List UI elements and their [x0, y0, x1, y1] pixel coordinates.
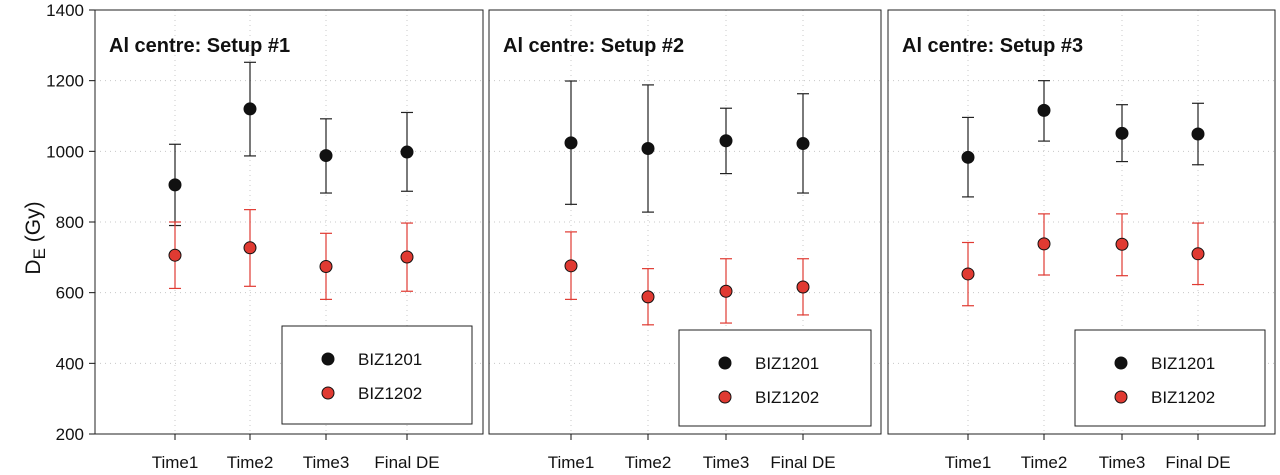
data-point — [400, 145, 414, 159]
y-tick-label: 800 — [56, 213, 84, 232]
x-tick-label: Final DE — [1165, 453, 1230, 472]
series-BIZ1201 — [168, 61, 414, 227]
data-point — [961, 150, 975, 164]
data-point — [796, 280, 810, 294]
y-tick-label: 1400 — [46, 1, 84, 20]
data-point — [796, 137, 810, 151]
panel-frame — [94, 9, 484, 435]
y-axis: 200 400 600 800 1000 1200 1400 — [46, 1, 95, 444]
y-tick-label: 200 — [56, 425, 84, 444]
panel-frame — [887, 9, 1276, 435]
data-point — [319, 149, 333, 163]
legend-marker — [718, 356, 732, 370]
x-tick-label: Time1 — [152, 453, 199, 472]
panel-1: Al centre: Setup #1 Time1 Time2 Time3 Final … — [94, 9, 484, 472]
x-tick-label: Time2 — [227, 453, 274, 472]
data-point — [168, 178, 182, 192]
y-axis-label-unit: (Gy) — [22, 201, 45, 248]
panel-3: Al centre: Setup #3 Time1 Time2 Time3 Final … — [887, 9, 1276, 472]
x-tick-label: Time3 — [303, 453, 350, 472]
data-point — [319, 260, 333, 274]
legend-label: BIZ1201 — [358, 350, 422, 369]
x-tick-label: Time1 — [945, 453, 992, 472]
y-axis-label-main: D — [22, 259, 45, 274]
legend-marker — [1114, 390, 1128, 404]
panels: Al centre: Setup #1 Time1 Time2 Time3 Final … — [94, 9, 1276, 472]
x-tick-label: Time3 — [703, 453, 750, 472]
series-BIZ1201 — [961, 80, 1205, 198]
panel-2: Al centre: Setup #2 Time1 Time2 Time3 Final … — [488, 9, 882, 472]
legend-box — [1074, 329, 1266, 427]
data-point — [400, 250, 414, 264]
panel-title: Al centre: Setup #1 — [109, 35, 290, 57]
data-point — [1191, 127, 1205, 141]
data-point — [1115, 237, 1129, 251]
x-tick-label: Time2 — [1021, 453, 1068, 472]
data-point — [1115, 126, 1129, 140]
y-tick-label: 1000 — [46, 142, 84, 161]
legend-marker — [321, 352, 335, 366]
data-point — [243, 241, 257, 255]
panel-frame — [488, 9, 882, 435]
data-point — [1037, 237, 1051, 251]
legend-label: BIZ1201 — [755, 354, 819, 373]
x-tick-label: Time3 — [1099, 453, 1146, 472]
legend: BIZ1201 BIZ1202 — [1074, 329, 1266, 427]
legend-label: BIZ1202 — [1151, 388, 1215, 407]
legend-marker — [718, 390, 732, 404]
legend-label: BIZ1202 — [358, 384, 422, 403]
series-BIZ1202 — [961, 213, 1205, 307]
data-point — [243, 102, 257, 116]
y-tick-label: 1200 — [46, 72, 84, 91]
x-tick-label: Time1 — [548, 453, 595, 472]
data-point — [961, 267, 975, 281]
legend-box — [678, 329, 872, 427]
legend-label: BIZ1201 — [1151, 354, 1215, 373]
series-BIZ1202 — [168, 209, 414, 300]
panel-title: Al centre: Setup #2 — [503, 35, 684, 57]
legend-box — [281, 325, 473, 425]
series-BIZ1202 — [564, 231, 810, 326]
y-axis-label-sub: E — [30, 248, 49, 259]
x-tick-label: Final DE — [374, 453, 439, 472]
y-axis-label: DE (Gy) — [22, 201, 49, 274]
data-point — [719, 284, 733, 298]
legend-marker — [1114, 356, 1128, 370]
x-tick-label: Final DE — [770, 453, 835, 472]
data-point — [1191, 247, 1205, 261]
data-point — [168, 248, 182, 262]
legend: BIZ1201 BIZ1202 — [281, 325, 473, 425]
data-point — [719, 134, 733, 148]
legend-label: BIZ1202 — [755, 388, 819, 407]
x-tick-label: Time2 — [625, 453, 672, 472]
legend-marker — [321, 386, 335, 400]
panel-title: Al centre: Setup #3 — [902, 35, 1083, 57]
data-point — [1037, 103, 1051, 117]
data-point — [641, 290, 655, 304]
y-tick-label: 400 — [56, 354, 84, 373]
data-point — [641, 142, 655, 156]
y-tick-label: 600 — [56, 284, 84, 303]
series-BIZ1201 — [564, 80, 810, 213]
data-point — [564, 259, 578, 273]
data-point — [564, 136, 578, 150]
legend: BIZ1201 BIZ1202 — [678, 329, 872, 427]
